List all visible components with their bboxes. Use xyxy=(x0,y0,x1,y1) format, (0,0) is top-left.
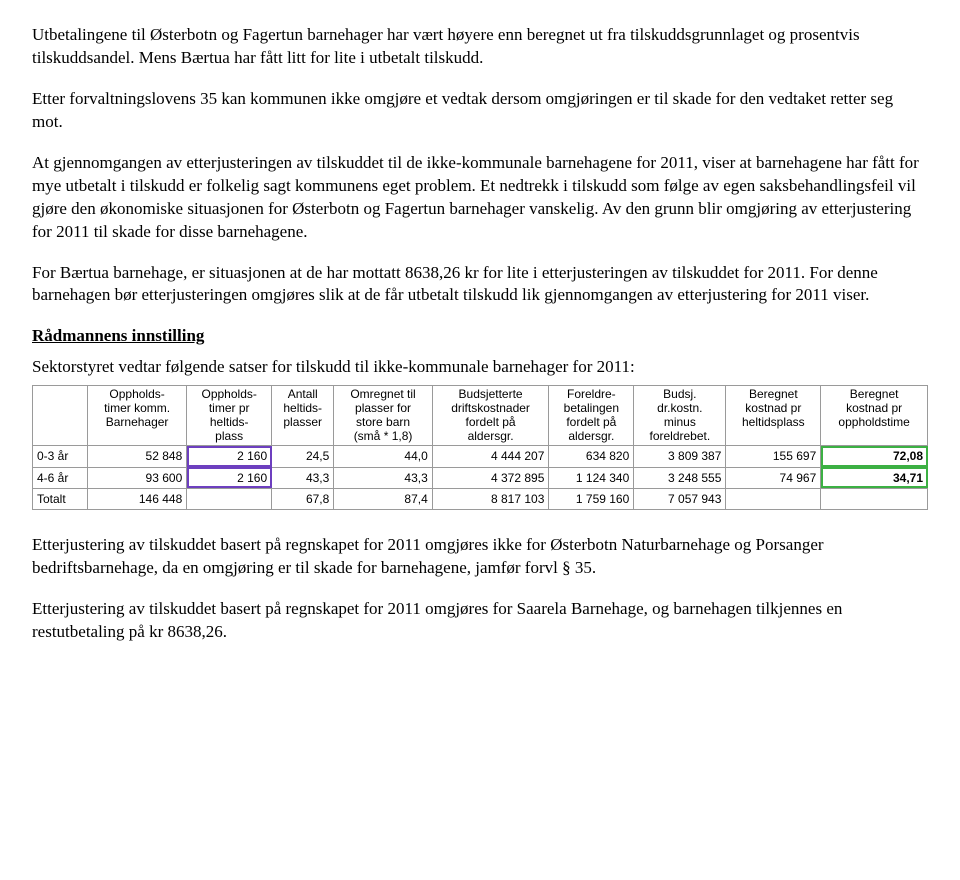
col-header-9: Beregnetkostnad proppholdstime xyxy=(821,386,928,446)
col-header-1: Oppholds-timer komm.Barnehager xyxy=(87,386,186,446)
table-cell: 4 444 207 xyxy=(432,446,549,467)
table-header-row: Oppholds-timer komm.BarnehagerOppholds-t… xyxy=(33,386,928,446)
table-cell: 1 124 340 xyxy=(549,467,634,488)
table-row: 0-3 år52 8482 16024,544,04 444 207634 82… xyxy=(33,446,928,467)
table-cell: 34,71 xyxy=(821,467,928,488)
table-cell: 52 848 xyxy=(87,446,186,467)
table-intro: Sektorstyret vedtar følgende satser for … xyxy=(32,356,928,379)
table-cell: 43,3 xyxy=(272,467,334,488)
table-body: 0-3 år52 8482 16024,544,04 444 207634 82… xyxy=(33,446,928,510)
paragraph-2: Etter forvaltningslovens 35 kan kommunen… xyxy=(32,88,928,134)
col-header-5: Budsjettertedriftskostnaderfordelt påald… xyxy=(432,386,549,446)
col-header-7: Budsj.dr.kostn.minusforeldrebet. xyxy=(634,386,726,446)
table-row: 4-6 år93 6002 16043,343,34 372 8951 124 … xyxy=(33,467,928,488)
table-cell: 44,0 xyxy=(334,446,432,467)
paragraph-1: Utbetalingene til Østerbotn og Fagertun … xyxy=(32,24,928,70)
col-header-8: Beregnetkostnad prheltidsplass xyxy=(726,386,821,446)
col-header-0 xyxy=(33,386,88,446)
col-header-3: Antallheltids-plasser xyxy=(272,386,334,446)
table-row: Totalt146 448 67,887,48 817 1031 759 1607… xyxy=(33,488,928,509)
table-cell xyxy=(726,488,821,509)
table-cell: 8 817 103 xyxy=(432,488,549,509)
table-cell: 634 820 xyxy=(549,446,634,467)
table-cell: 74 967 xyxy=(726,467,821,488)
table-cell: 72,08 xyxy=(821,446,928,467)
col-header-2: Oppholds-timer prheltids-plass xyxy=(187,386,272,446)
table-cell: 155 697 xyxy=(726,446,821,467)
table-cell: 24,5 xyxy=(272,446,334,467)
table-cell: 7 057 943 xyxy=(634,488,726,509)
table-cell: 3 248 555 xyxy=(634,467,726,488)
table-cell xyxy=(821,488,928,509)
paragraph-6: Etterjustering av tilskuddet basert på r… xyxy=(32,598,928,644)
table-cell: 93 600 xyxy=(87,467,186,488)
col-header-4: Omregnet tilplasser forstore barn(små * … xyxy=(334,386,432,446)
table-cell: 2 160 xyxy=(187,446,272,467)
paragraph-3: At gjennomgangen av etterjusteringen av … xyxy=(32,152,928,244)
table-cell: 0-3 år xyxy=(33,446,88,467)
table-cell: 43,3 xyxy=(334,467,432,488)
table-cell: 1 759 160 xyxy=(549,488,634,509)
table-cell: 4 372 895 xyxy=(432,467,549,488)
table-cell: 67,8 xyxy=(272,488,334,509)
table-cell: 4-6 år xyxy=(33,467,88,488)
paragraph-5: Etterjustering av tilskuddet basert på r… xyxy=(32,534,928,580)
table-cell: 3 809 387 xyxy=(634,446,726,467)
table-cell: 87,4 xyxy=(334,488,432,509)
table-cell: 2 160 xyxy=(187,467,272,488)
table-cell xyxy=(187,488,272,509)
rates-table: Oppholds-timer komm.BarnehagerOppholds-t… xyxy=(32,385,928,510)
col-header-6: Foreldre-betalingenfordelt påaldersgr. xyxy=(549,386,634,446)
table-cell: 146 448 xyxy=(87,488,186,509)
section-heading: Rådmannens innstilling xyxy=(32,325,928,348)
paragraph-4: For Bærtua barnehage, er situasjonen at … xyxy=(32,262,928,308)
table-cell: Totalt xyxy=(33,488,88,509)
